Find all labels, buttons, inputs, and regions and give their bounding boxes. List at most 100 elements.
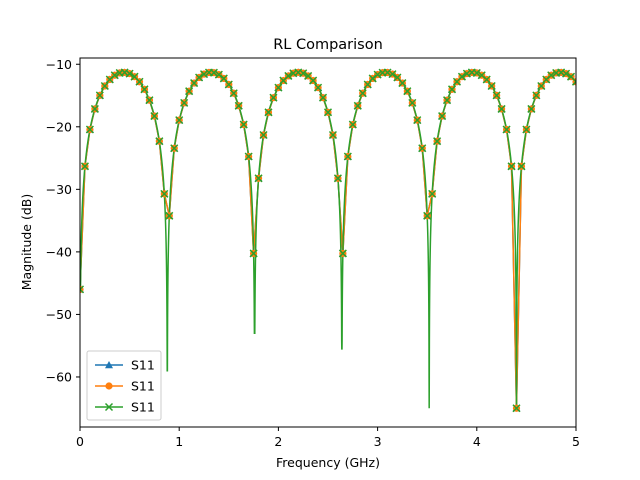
series-2-point (259, 130, 268, 140)
series-2-point (487, 81, 496, 91)
series-2-point (195, 73, 204, 82)
series-2-point (537, 81, 546, 91)
legend-marker (104, 402, 114, 412)
x-tick-label: 5 (572, 434, 580, 449)
series-2-point (145, 96, 154, 105)
series-2-point (472, 68, 481, 77)
series-2-point (80, 285, 85, 294)
series-2-point (507, 162, 516, 171)
series-2-point (170, 144, 179, 153)
series-2-point (160, 189, 169, 198)
y-axis-label: Magnitude (dB) (19, 194, 34, 290)
series-2-point (244, 152, 253, 161)
legend-marker (105, 382, 113, 390)
series-2-point (333, 174, 342, 183)
series-2-point (239, 120, 248, 129)
series-2-point (433, 137, 442, 146)
series-2-point (398, 79, 407, 88)
legend-marker (105, 361, 113, 369)
series-2-point (353, 101, 362, 110)
series-2-point (155, 137, 164, 146)
series-2-point (125, 69, 134, 78)
series-2-point (254, 174, 263, 183)
series-2-point (284, 71, 293, 80)
series-2-point (413, 116, 422, 125)
series-2-point (438, 112, 447, 121)
series-2-point (274, 83, 283, 92)
y-axis: −10 −20 −30 −40 −50 −60 (46, 57, 80, 384)
series-2-point (314, 83, 323, 92)
series-2-point (348, 120, 357, 129)
series-2-point (175, 116, 184, 125)
series-2-point (95, 91, 104, 100)
series-2-point (180, 98, 189, 107)
series-2-point (199, 70, 209, 79)
y-tick-label: −10 (46, 57, 72, 72)
series-2-point (80, 162, 89, 171)
series-2-point (249, 249, 258, 258)
x-axis: 0 1 2 3 4 5 (76, 427, 580, 449)
y-tick-label: −40 (46, 244, 72, 259)
legend-label: S11 (131, 400, 155, 415)
series-2-point (571, 77, 576, 86)
series-2-point (358, 89, 367, 98)
series-2-point (373, 70, 382, 79)
y-tick-label: −30 (46, 182, 72, 197)
y-tick-label: −20 (46, 119, 72, 134)
series-2-point (423, 211, 432, 220)
legend: S11 S11 S11 (86, 350, 162, 421)
x-tick-label: 4 (473, 434, 481, 449)
series-2-point (527, 104, 536, 113)
series-2-point (383, 68, 392, 77)
x-tick-label: 0 (76, 434, 84, 449)
series-2-point (338, 249, 347, 258)
series-2-point (100, 81, 109, 91)
series-2-point (457, 72, 466, 81)
x-tick-label: 1 (175, 434, 183, 449)
series-2-point (418, 144, 427, 153)
series-2-point (234, 101, 243, 110)
series-2-point (368, 74, 377, 83)
series-2-point (562, 69, 571, 78)
series-2-point (110, 71, 119, 80)
y-tick-label: −60 (46, 369, 72, 384)
series-2-point (209, 68, 218, 77)
series-2-point (532, 91, 541, 100)
series-2-point (323, 108, 333, 117)
legend-label: S11 (131, 379, 155, 394)
series-2-point (269, 93, 278, 102)
series-2-point (150, 112, 159, 121)
x-tick-label: 3 (374, 434, 382, 449)
legend-box (86, 350, 162, 421)
series-2-point (319, 93, 328, 102)
series-2-point (90, 104, 99, 113)
series-2-point (428, 189, 437, 198)
series-2-point (85, 125, 94, 134)
series-2-point (497, 104, 506, 113)
legend-label: S11 (131, 358, 155, 373)
series-2-point (502, 125, 511, 134)
series-2-point (408, 98, 417, 107)
plot-frame (79, 57, 577, 428)
series-2-point (264, 108, 273, 117)
series-2-point (214, 70, 223, 79)
series-2-point (229, 89, 238, 98)
series-2-point (492, 91, 501, 100)
series-2-point (522, 125, 531, 134)
x-tick-label: 2 (274, 434, 282, 449)
series-2-point (443, 96, 452, 105)
series-2-point (547, 71, 556, 80)
series-2-point (140, 85, 149, 94)
series-2-point (309, 76, 318, 85)
series-2-point (517, 162, 526, 171)
y-tick-label: −50 (46, 307, 72, 322)
plot-area (80, 68, 576, 413)
series-2-point (388, 70, 397, 79)
series-2-point (447, 85, 457, 94)
series-2-point (403, 87, 412, 96)
x-axis-label: Frequency (GHz) (276, 455, 380, 470)
series-2-point (135, 77, 144, 86)
series-2-point (185, 87, 194, 96)
series-2-point (224, 80, 233, 89)
